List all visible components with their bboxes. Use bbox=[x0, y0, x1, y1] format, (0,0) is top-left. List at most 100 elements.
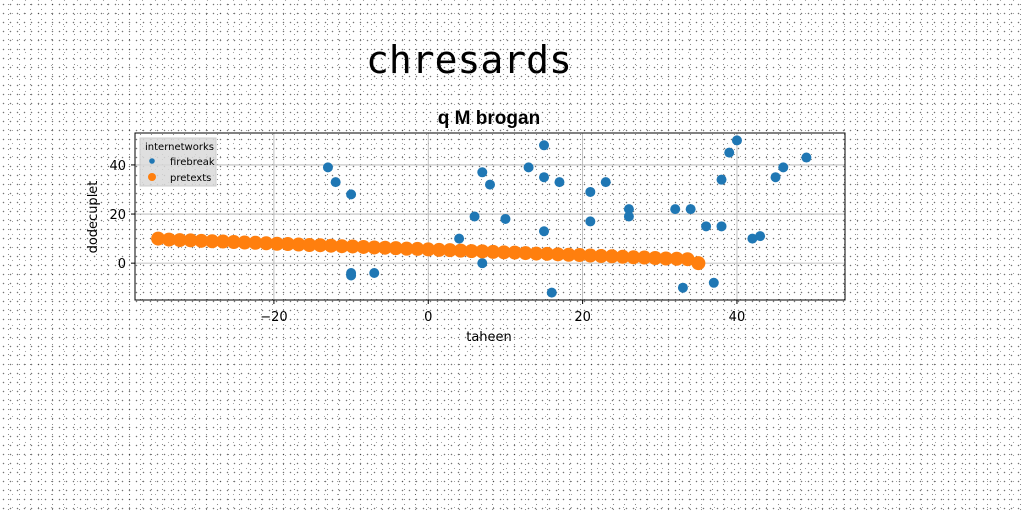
chart-title: q M brogan bbox=[438, 108, 540, 129]
firebreak-point bbox=[778, 162, 789, 173]
pretexts-point bbox=[518, 246, 533, 261]
firebreak-point bbox=[600, 177, 611, 188]
pretexts-point bbox=[378, 240, 393, 255]
pretexts-point bbox=[464, 244, 479, 259]
pretexts-point bbox=[302, 237, 317, 252]
x-tick-label: 20 bbox=[574, 310, 591, 325]
pretexts-point bbox=[410, 241, 425, 256]
legend: internetworks firebreak pretexts bbox=[139, 137, 217, 187]
firebreak-point bbox=[770, 172, 781, 183]
legend-marker-firebreak bbox=[149, 158, 155, 164]
pretexts-point bbox=[658, 251, 673, 266]
pretexts-point bbox=[637, 250, 652, 265]
pretexts-point bbox=[356, 239, 371, 254]
pretexts-point bbox=[680, 252, 695, 267]
pretexts-point bbox=[270, 236, 284, 251]
pretexts-point bbox=[507, 245, 522, 260]
firebreak-point bbox=[477, 258, 488, 269]
pretexts-point bbox=[604, 249, 619, 264]
firebreak-point bbox=[747, 233, 758, 244]
series-pretexts bbox=[151, 231, 706, 271]
pretexts-point bbox=[388, 241, 403, 256]
firebreak-point bbox=[523, 162, 534, 173]
pretexts-point bbox=[669, 251, 684, 266]
firebreak-point bbox=[469, 211, 480, 222]
firebreak-point bbox=[716, 174, 727, 185]
firebreak-point bbox=[477, 167, 488, 178]
pretexts-point bbox=[205, 234, 220, 249]
pretexts-point bbox=[226, 235, 241, 250]
pretexts-point bbox=[475, 244, 490, 259]
pretexts-point bbox=[151, 231, 166, 246]
firebreak-point bbox=[322, 162, 333, 173]
firebreak-point bbox=[670, 204, 681, 215]
firebreak-point bbox=[708, 277, 719, 288]
pretexts-point bbox=[313, 238, 328, 253]
firebreak-point bbox=[623, 204, 634, 215]
firebreak-point bbox=[701, 221, 712, 232]
pretexts-point bbox=[529, 246, 544, 261]
firebreak-point bbox=[677, 282, 688, 293]
firebreak-point bbox=[755, 231, 766, 242]
firebreak-point bbox=[330, 177, 341, 188]
pretexts-point bbox=[183, 233, 198, 248]
firebreak-point bbox=[801, 152, 812, 163]
x-tick-label: −20 bbox=[260, 310, 287, 325]
pretexts-point bbox=[399, 241, 414, 256]
firebreak-point bbox=[554, 177, 565, 188]
firebreak-point bbox=[585, 216, 596, 227]
pretexts-point bbox=[280, 237, 295, 252]
pretexts-point bbox=[334, 239, 349, 254]
legend-label-pretexts: pretexts bbox=[170, 173, 211, 184]
pretexts-point bbox=[550, 247, 565, 262]
firebreak-point bbox=[539, 226, 550, 237]
firebreak-point bbox=[731, 135, 742, 146]
firebreak-point bbox=[716, 221, 727, 232]
series-firebreak bbox=[322, 135, 812, 298]
axis-ticks: −20 0 20 40 0 20 40 bbox=[109, 159, 745, 325]
firebreak-point bbox=[369, 267, 380, 278]
pretexts-point bbox=[648, 251, 663, 266]
y-tick-label: 40 bbox=[109, 159, 126, 174]
pretexts-point bbox=[691, 256, 706, 271]
legend-title: internetworks bbox=[145, 142, 214, 153]
data-points bbox=[151, 135, 812, 298]
y-tick-label: 20 bbox=[109, 208, 126, 223]
x-axis-label: taheen bbox=[466, 330, 512, 345]
legend-label-firebreak: firebreak bbox=[170, 157, 215, 168]
pretexts-point bbox=[453, 243, 468, 258]
pretexts-point bbox=[237, 235, 252, 250]
pretexts-point bbox=[345, 239, 360, 254]
pretexts-point bbox=[421, 242, 436, 257]
firebreak-point bbox=[685, 204, 696, 215]
pretexts-point bbox=[442, 243, 457, 258]
firebreak-point bbox=[454, 233, 465, 244]
legend-marker-pretexts bbox=[148, 173, 156, 181]
pretexts-point bbox=[172, 233, 187, 248]
firebreak-point bbox=[546, 287, 557, 298]
pretexts-point bbox=[496, 245, 511, 260]
pretexts-point bbox=[215, 234, 230, 249]
grid-lines bbox=[135, 133, 845, 300]
pretexts-point bbox=[291, 237, 306, 252]
page-title: chresards bbox=[366, 38, 572, 82]
firebreak-point bbox=[346, 189, 357, 200]
firebreak-point bbox=[585, 186, 596, 197]
y-tick-label: 0 bbox=[118, 257, 126, 272]
firebreak-point bbox=[346, 270, 357, 281]
x-tick-label: 0 bbox=[424, 310, 432, 325]
pretexts-point bbox=[432, 242, 447, 257]
firebreak-point bbox=[539, 140, 550, 151]
pretexts-point bbox=[572, 248, 587, 263]
pretexts-point bbox=[540, 246, 555, 261]
pretexts-point bbox=[583, 248, 598, 263]
pretexts-point bbox=[561, 247, 576, 262]
pretexts-point bbox=[626, 250, 641, 265]
pretexts-point bbox=[594, 249, 609, 264]
firebreak-point bbox=[500, 213, 511, 224]
firebreak-point bbox=[539, 172, 550, 183]
pretexts-point bbox=[194, 233, 209, 248]
plot-frame bbox=[134, 132, 846, 301]
x-tick-label: 40 bbox=[729, 310, 746, 325]
